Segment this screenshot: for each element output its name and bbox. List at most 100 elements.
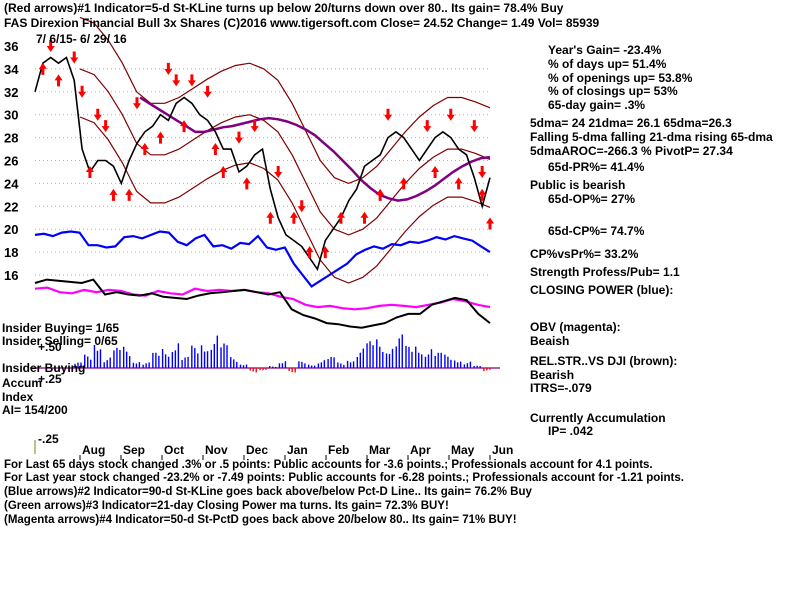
y-tick-label: 30 bbox=[4, 108, 18, 123]
red-arrow-down bbox=[101, 120, 110, 133]
y-tick-label: 34 bbox=[4, 62, 19, 77]
insider-buying: Insider Buying= 1/65 bbox=[2, 321, 120, 335]
red-arrows bbox=[38, 40, 494, 259]
red-arrow-down bbox=[384, 108, 393, 121]
red-arrow-down bbox=[46, 40, 55, 52]
stat-cp-vs-pr: CP%vsPr%= 33.2% bbox=[530, 247, 639, 261]
x-tick-label: Nov bbox=[205, 443, 228, 457]
red-arrow-up bbox=[219, 165, 228, 178]
red-arrow-down bbox=[132, 97, 141, 110]
red-arrow-down bbox=[478, 165, 487, 178]
red-arrow-down bbox=[203, 85, 212, 98]
red-arrow-down bbox=[172, 74, 181, 87]
stat-65d-pr: 65d-PR%= 41.4% bbox=[548, 160, 645, 174]
series-rel-str-vs-dji bbox=[34, 278, 491, 329]
x-tick-label: Oct bbox=[164, 443, 184, 457]
y-tick-label: 16 bbox=[4, 268, 18, 283]
red-arrow-down bbox=[274, 165, 283, 178]
label-closing-power: CLOSING POWER (blue): bbox=[530, 283, 674, 297]
red-arrow-up bbox=[38, 62, 47, 75]
red-arrow-down bbox=[70, 51, 79, 64]
y-tick-label: 18 bbox=[4, 245, 18, 260]
stat-openings-up: % of openings up= 53.8% bbox=[548, 71, 693, 85]
red-arrow-down bbox=[297, 200, 306, 213]
red-arrow-down bbox=[446, 108, 455, 121]
date-range: 7/ 6/15- 6/ 29/ 16 bbox=[36, 32, 127, 46]
red-arrow-up bbox=[156, 131, 165, 144]
series-lines bbox=[34, 16, 491, 329]
y-tick-label: 22 bbox=[4, 199, 18, 214]
stat-strength: Strength Profess/Pub= 1.1 bbox=[530, 265, 680, 279]
x-tick-label: Jan bbox=[287, 443, 308, 457]
y-tick-label: 32 bbox=[4, 85, 18, 100]
red-arrow-up bbox=[211, 143, 220, 156]
red-arrow-down bbox=[423, 120, 432, 133]
x-tick-label: Mar bbox=[369, 443, 391, 457]
y-tick-label: 20 bbox=[4, 222, 18, 237]
red-arrow-up bbox=[289, 211, 298, 224]
x-tick-label: Apr bbox=[410, 443, 431, 457]
red-arrow-up bbox=[305, 246, 314, 259]
obv-status: Beaish bbox=[530, 334, 570, 348]
red-arrow-up bbox=[109, 188, 118, 201]
red-arrow-up bbox=[321, 246, 330, 259]
red-arrow-up bbox=[85, 165, 94, 178]
x-tick-label: May bbox=[451, 443, 475, 457]
red-arrow-up bbox=[360, 211, 369, 224]
red-arrow-up bbox=[376, 188, 385, 201]
accum-bars bbox=[74, 334, 491, 373]
x-tick-label: Dec bbox=[246, 443, 268, 457]
stat-dma: 5dma= 24 21dma= 26.1 65dma=26.3 bbox=[530, 116, 732, 130]
red-arrow-up bbox=[431, 165, 440, 178]
bottom-line-4: (Green arrows)#3 Indicator=21-day Closin… bbox=[4, 500, 449, 512]
bottom-line-1: For Last 65 days stock changed .3% or .5… bbox=[4, 459, 653, 471]
chart-title: (Red arrows)#1 Indicator=5-d St-KLine tu… bbox=[4, 1, 564, 15]
bottom-line-2: For Last year stock changed -23.2% or -7… bbox=[4, 472, 684, 484]
stat-falling: Falling 5-dma falling 21-dma rising 65-d… bbox=[530, 130, 773, 144]
red-arrow-down bbox=[470, 120, 479, 133]
red-arrow-down bbox=[187, 74, 196, 87]
red-arrow-up bbox=[125, 188, 134, 201]
insider-buying-label: Insider Buying bbox=[2, 361, 86, 375]
series-65-dma bbox=[139, 96, 491, 202]
rel-str-status: Bearish bbox=[530, 368, 575, 382]
red-arrow-up bbox=[54, 74, 63, 87]
y-tick-label: 36 bbox=[4, 39, 18, 54]
stat-years-gain: Year's Gain= -23.4% bbox=[548, 43, 662, 57]
index-label: Index bbox=[2, 390, 34, 404]
red-arrow-up bbox=[266, 211, 275, 224]
stat-days-up: % of days up= 51.4% bbox=[548, 57, 667, 71]
stat-closings-up: % of closings up= 53% bbox=[548, 84, 678, 98]
bottom-line-5: (Magenta arrows)#4 Indicator=50-d St-Pct… bbox=[4, 514, 517, 526]
insider-selling: Insider Selling= 0/65 bbox=[2, 334, 118, 348]
stat-aroc: 5dmaAROC=-266.3 % PivotP= 27.34 bbox=[530, 144, 733, 158]
red-arrow-down bbox=[250, 120, 259, 133]
accum-label: Accum bbox=[2, 376, 43, 390]
band-lower bbox=[79, 116, 491, 284]
red-arrow-up bbox=[336, 211, 345, 224]
x-tick-label: Sep bbox=[123, 443, 145, 457]
stat-65d-cp: 65d-CP%= 74.7% bbox=[548, 224, 645, 238]
x-tick-label: Aug bbox=[82, 443, 105, 457]
band-upper bbox=[79, 16, 491, 185]
stat-65d-op: 65d-OP%= 27% bbox=[548, 192, 636, 206]
stat-public: Public is bearish bbox=[530, 178, 626, 192]
grid-lines bbox=[35, 68, 490, 276]
accum-tick-label: -.25 bbox=[38, 432, 59, 446]
series-price bbox=[34, 56, 491, 272]
red-arrow-up bbox=[242, 177, 251, 190]
red-arrow-up bbox=[454, 177, 463, 190]
label-rel-str: REL.STR..VS DJI (brown): bbox=[530, 354, 678, 368]
red-arrow-up bbox=[180, 120, 189, 133]
bottom-line-3: (Blue arrows)#2 Indicator=90-d St-KLine … bbox=[4, 486, 532, 498]
x-tick-label: Feb bbox=[328, 443, 349, 457]
series-closing-power bbox=[34, 230, 491, 288]
chart-header: FAS Direxion Financial Bull 3x Shares (C… bbox=[4, 16, 600, 30]
axis-ticks: 16 18 20 22 24 26 28 30 32 34 36 Aug Sep Oct Nov Dec Jan… bbox=[4, 39, 513, 460]
y-tick-label: 28 bbox=[4, 131, 18, 146]
stat-itrs: ITRS=-.079 bbox=[530, 381, 592, 395]
red-arrow-down bbox=[164, 62, 173, 75]
y-tick-label: 26 bbox=[4, 154, 18, 169]
stat-65day-gain: 65-day gain= .3% bbox=[548, 98, 646, 112]
